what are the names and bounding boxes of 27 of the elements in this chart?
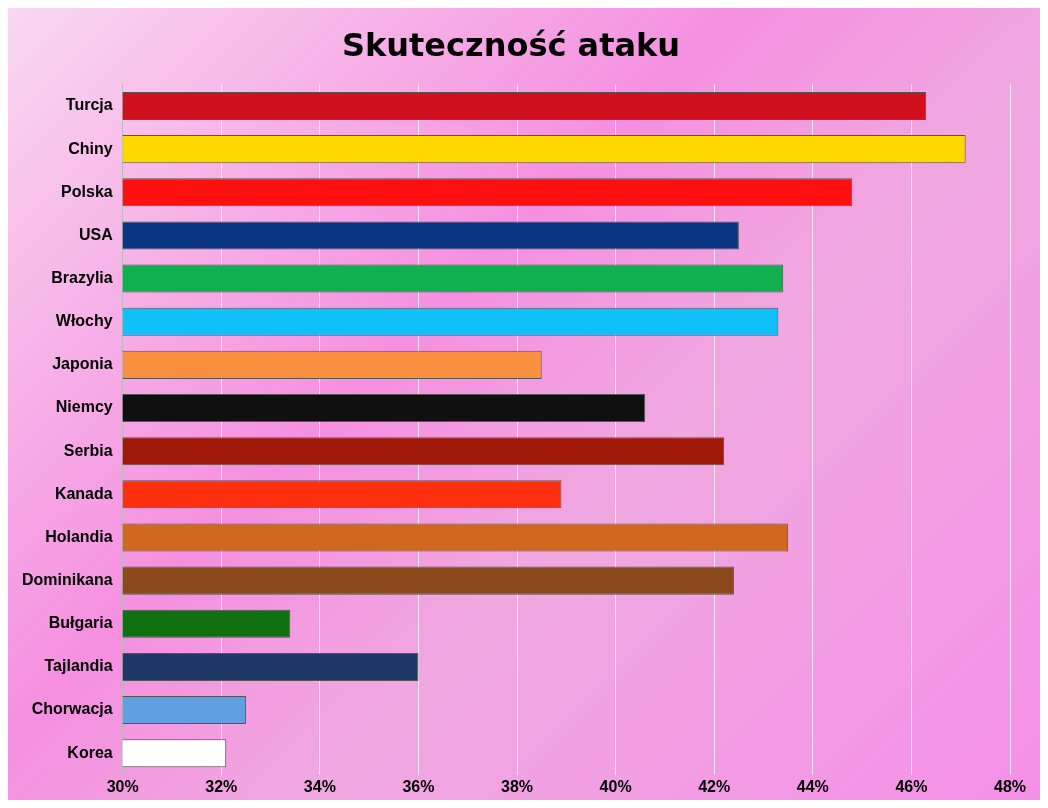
x-tick-label: 38%: [501, 777, 534, 795]
y-tick-label: Bułgaria: [48, 614, 113, 632]
y-tick-label: Kanada: [54, 484, 113, 502]
y-tick-label: Dominikana: [22, 571, 113, 589]
x-tick-label: 30%: [106, 777, 139, 795]
y-tick-label: Turcja: [65, 96, 113, 114]
y-tick-label: Niemcy: [55, 398, 113, 416]
y-tick-label: Tajlandia: [44, 657, 113, 675]
y-tick-label: USA: [78, 225, 114, 243]
x-tick-label: 42%: [698, 777, 731, 795]
x-tick-label: 40%: [599, 777, 632, 795]
y-tick-label: Polska: [61, 182, 113, 200]
y-tick-label: Chorwacja: [31, 700, 113, 718]
y-tick-label: Holandia: [45, 527, 113, 545]
chart-title: Skuteczność ataku: [341, 25, 681, 64]
y-tick-label: Japonia: [52, 355, 113, 373]
y-tick-label: Serbia: [63, 441, 113, 459]
x-tick-label: 36%: [402, 777, 435, 795]
x-tick-label: 44%: [796, 777, 829, 795]
y-tick-label: Brazylia: [51, 268, 113, 286]
y-tick-label: Chiny: [68, 139, 113, 157]
x-tick-label: 32%: [205, 777, 238, 795]
y-tick-label: Korea: [67, 743, 113, 761]
x-tick-label: 48%: [993, 777, 1027, 795]
x-tick-label: 46%: [895, 777, 928, 795]
x-tick-label: 34%: [303, 777, 336, 795]
y-tick-label: Włochy: [55, 312, 113, 330]
